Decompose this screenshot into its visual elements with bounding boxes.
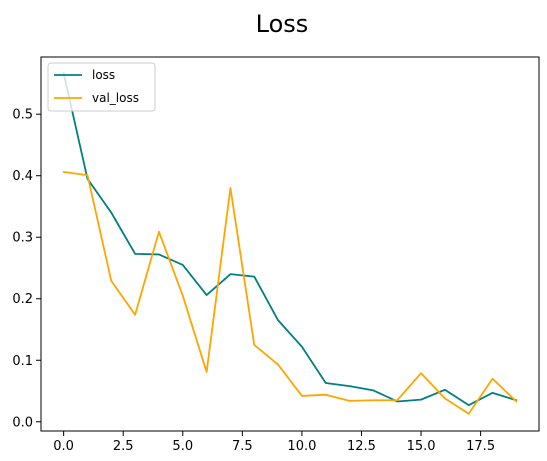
plot-area-frame — [40, 56, 540, 432]
series-line-val-loss — [62, 171, 518, 415]
x-tick-label: 17.5 — [466, 439, 495, 454]
y-tick-label: 0.5 — [12, 108, 33, 123]
x-tick-label: 12.5 — [347, 439, 376, 454]
x-tick-label: 15.0 — [407, 439, 436, 454]
x-tick-label: 10.0 — [287, 439, 316, 454]
legend: loss val_loss — [47, 62, 156, 112]
x-tick-label: 0.0 — [53, 439, 74, 454]
y-axis: 0.0 0.1 0.2 0.3 0.4 0.5 — [12, 108, 41, 430]
x-axis: 0.0 2.5 5.0 7.5 10.0 12.5 15.0 17.5 — [53, 431, 495, 454]
x-tick-label: 7.5 — [232, 439, 253, 454]
y-tick-label: 0.3 — [12, 231, 33, 246]
y-tick-label: 0.1 — [12, 354, 33, 369]
chart-title: Loss — [256, 10, 309, 38]
y-tick-label: 0.0 — [12, 415, 33, 430]
x-tick-label: 2.5 — [113, 439, 134, 454]
legend-label-val-loss: val_loss — [92, 91, 139, 105]
y-tick-label: 0.4 — [12, 169, 33, 184]
series-layer — [62, 72, 518, 415]
series-line-loss — [62, 72, 518, 407]
legend-label-loss: loss — [92, 68, 115, 82]
y-tick-label: 0.2 — [12, 292, 33, 307]
x-tick-label: 5.0 — [172, 439, 193, 454]
